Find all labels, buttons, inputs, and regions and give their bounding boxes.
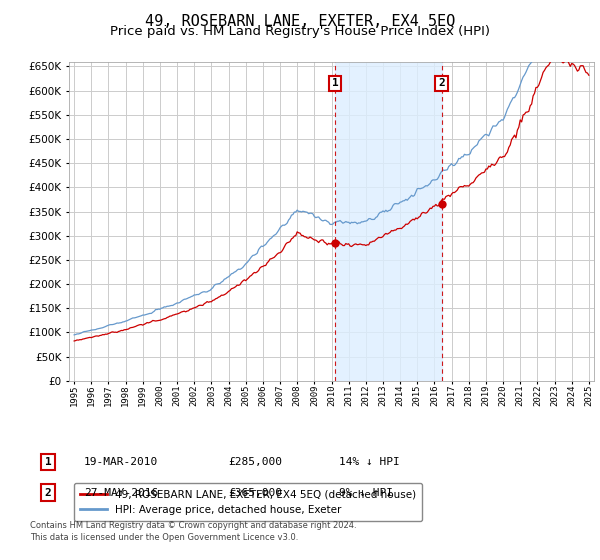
Text: 2: 2	[44, 488, 52, 498]
Legend: 49, ROSEBARN LANE, EXETER, EX4 5EQ (detached house), HPI: Average price, detache: 49, ROSEBARN LANE, EXETER, EX4 5EQ (deta…	[74, 483, 422, 521]
Text: This data is licensed under the Open Government Licence v3.0.: This data is licensed under the Open Gov…	[30, 533, 298, 542]
Text: £365,000: £365,000	[228, 488, 282, 498]
Text: 14% ↓ HPI: 14% ↓ HPI	[339, 457, 400, 467]
Text: 1: 1	[44, 457, 52, 467]
Text: Price paid vs. HM Land Registry's House Price Index (HPI): Price paid vs. HM Land Registry's House …	[110, 25, 490, 38]
Text: 9% ↓ HPI: 9% ↓ HPI	[339, 488, 393, 498]
Text: 1: 1	[332, 78, 338, 88]
Text: 27-MAY-2016: 27-MAY-2016	[84, 488, 158, 498]
Text: 2: 2	[438, 78, 445, 88]
Text: Contains HM Land Registry data © Crown copyright and database right 2024.: Contains HM Land Registry data © Crown c…	[30, 521, 356, 530]
Text: 19-MAR-2010: 19-MAR-2010	[84, 457, 158, 467]
Text: 49, ROSEBARN LANE, EXETER, EX4 5EQ: 49, ROSEBARN LANE, EXETER, EX4 5EQ	[145, 14, 455, 29]
Text: £285,000: £285,000	[228, 457, 282, 467]
Bar	[335, 62, 442, 381]
